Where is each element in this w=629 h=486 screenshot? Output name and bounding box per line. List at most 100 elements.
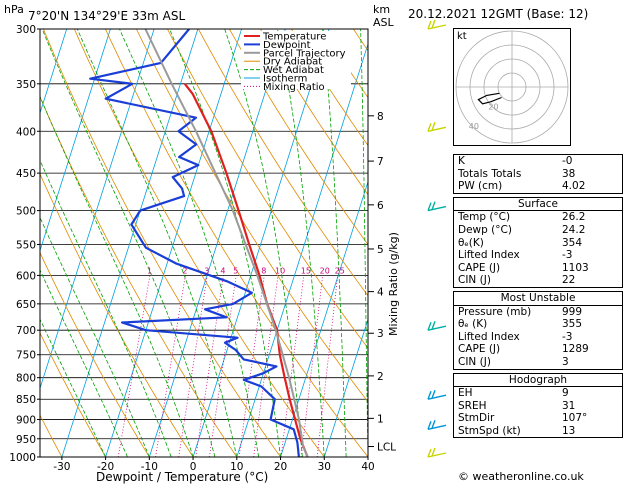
- legend-entry: Dry Adiabat: [263, 57, 322, 68]
- table-title: Hodograph: [453, 373, 623, 388]
- row-value: 4.02: [562, 180, 586, 193]
- table-title: Most Unstable: [453, 291, 623, 306]
- temperature-tick-label: -30: [53, 461, 70, 473]
- table-row: Dewp (°C) 24.2: [454, 224, 623, 237]
- row-value: 3: [562, 355, 569, 368]
- mixing-ratio-line: [155, 275, 186, 457]
- row-label: θₑ (K): [458, 318, 488, 331]
- row-value: -3: [562, 330, 573, 343]
- mixing-ratio-line: [300, 275, 324, 457]
- row-label: EH: [458, 387, 473, 400]
- wind-barb-flag: [427, 321, 432, 331]
- row-label: K: [458, 155, 465, 167]
- row-label: Dewp (°C): [458, 223, 512, 236]
- chart-title: 7°20'N 134°29'E 33m ASL: [28, 9, 185, 23]
- wet-adiabat: [40, 95, 194, 457]
- row-value: -3: [562, 249, 573, 262]
- table-row: EH 9: [454, 387, 623, 400]
- row-label: Lifted Index: [458, 249, 520, 262]
- isotherm: [280, 180, 368, 457]
- table-row: CIN (J) 3: [454, 356, 623, 369]
- surface-table: Surface Temp (°C) 26.2 Dewp (°C) 24.2 θₑ(K) 35…: [453, 196, 623, 288]
- table-row: Lifted Index -3: [454, 331, 623, 344]
- wind-barb-flag: [431, 420, 436, 429]
- wind-barb-staff: [427, 394, 447, 400]
- pressure-tick-label: 750: [16, 350, 36, 362]
- row-value: 13: [562, 424, 576, 437]
- wind-barb-flag: [427, 421, 432, 430]
- wind-barb-flag: [431, 320, 436, 330]
- x-axis-label: Dewpoint / Temperature (°C): [96, 470, 268, 484]
- wet-adiabat: [40, 318, 106, 457]
- pressure-tick-label: 350: [16, 79, 36, 91]
- pressure-tick-label: 700: [16, 325, 36, 337]
- wind-barb-staff: [427, 325, 447, 331]
- mixing-ratio-line: [117, 275, 151, 457]
- pressure-tick-label: 300: [16, 24, 36, 36]
- pressure-tick-label: 1000: [9, 452, 36, 464]
- pressure-tick-label: 900: [16, 415, 36, 427]
- credit-text: © weatheronline.co.uk: [458, 470, 584, 483]
- plot-frame: [39, 28, 369, 458]
- row-value: 31: [562, 399, 576, 412]
- dry-adiabat: [229, 29, 368, 246]
- row-value: 999: [562, 305, 583, 318]
- wind-barb-flag: [431, 122, 436, 131]
- dry-adiabat: [198, 29, 368, 297]
- row-label: CIN (J): [458, 355, 491, 368]
- wind-barb-flag: [427, 448, 432, 458]
- table-row: θₑ(K) 354: [454, 237, 623, 250]
- mixing-ratio-line: [178, 275, 208, 457]
- isotherm: [40, 29, 68, 115]
- wind-barb-staff: [427, 126, 447, 132]
- wind-barb-flag: [427, 202, 432, 211]
- row-label: CAPE (J): [458, 343, 501, 356]
- table-row: K -0: [454, 155, 623, 168]
- row-value: 22: [562, 274, 576, 287]
- temperature-tick-label: 10: [230, 461, 243, 473]
- dry-adiabat: [260, 29, 368, 196]
- hodograph-ring-label: 40: [469, 122, 479, 131]
- wind-barb-staff: [427, 24, 447, 30]
- wind-barb-staff: [427, 205, 447, 212]
- pressure-tick-label: 550: [16, 239, 36, 251]
- dewpoint-line: [89, 29, 300, 457]
- row-value: 24.2: [562, 223, 586, 236]
- row-label: Pressure (mb): [458, 305, 532, 318]
- wind-barb-flag: [431, 389, 436, 399]
- mixing-ratio-label: 1: [147, 266, 152, 275]
- table-row: Lifted Index -3: [454, 249, 623, 262]
- parcel-trajectory-line: [144, 29, 309, 457]
- pressure-tick-label: 800: [16, 373, 36, 385]
- legend-entry: Isotherm: [263, 74, 307, 85]
- table-row: CIN (J) 22: [454, 274, 623, 287]
- wet-adiabat: [277, 29, 325, 457]
- mixing-ratio-line: [253, 275, 279, 457]
- row-label: Totals Totals: [458, 167, 522, 180]
- wind-barb: [427, 122, 447, 132]
- table-row: CAPE (J) 1289: [454, 343, 623, 356]
- pressure-tick-label: 400: [16, 126, 36, 138]
- dry-adiabat: [105, 29, 368, 457]
- mixing-ratio-line: [208, 275, 237, 457]
- table-title: Surface: [453, 197, 623, 212]
- hodograph-line: [477, 92, 502, 105]
- dry-adiabat: [40, 332, 106, 457]
- right-unit-bottom: ASL: [373, 16, 395, 29]
- dry-adiabat: [74, 29, 325, 457]
- row-label: θₑ(K): [458, 236, 484, 249]
- mixing-ratio-label: 25: [335, 266, 345, 275]
- legend-entry: Wet Adiabat: [263, 65, 324, 76]
- row-value: 107°: [562, 412, 588, 425]
- height-tick-label: 4: [377, 287, 384, 299]
- isotherm: [192, 29, 330, 457]
- date-title: 20.12.2021 12GMT (Base: 12): [408, 7, 589, 21]
- temperature-tick-label: -10: [141, 461, 158, 473]
- mixing-ratio-label: 4: [220, 266, 225, 275]
- temperature-tick-label: 20: [274, 461, 287, 473]
- wet-adiabat: [322, 29, 347, 457]
- isotherm: [105, 29, 242, 457]
- surface-header: Surface: [453, 197, 623, 212]
- wind-barb-flag: [431, 447, 436, 457]
